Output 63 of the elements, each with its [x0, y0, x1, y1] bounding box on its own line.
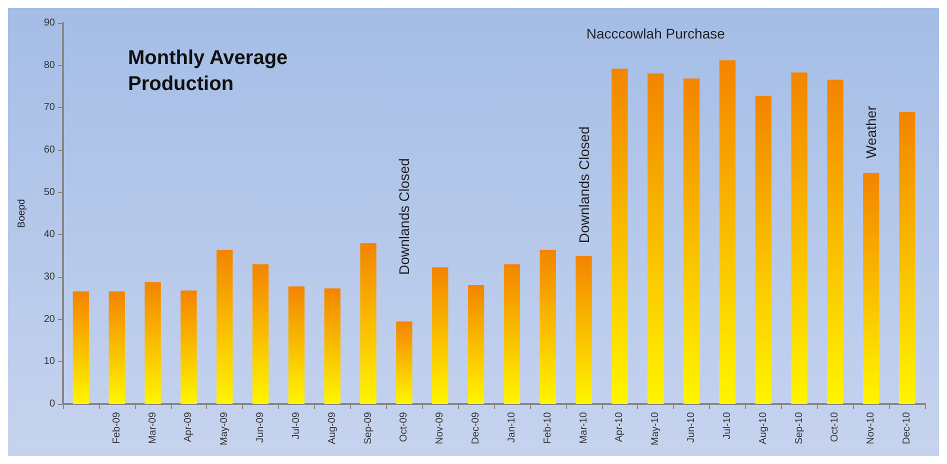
y-tick-label: 10	[44, 356, 56, 368]
bar	[252, 264, 269, 404]
y-tick-label: 20	[44, 314, 56, 325]
bar	[898, 112, 916, 404]
x-tick-label: Feb-10	[542, 412, 554, 444]
x-tick-label: Sep-09	[362, 412, 374, 444]
x-tick-label: Mar-10	[578, 412, 590, 444]
y-tick-label: 70	[44, 102, 56, 114]
bar	[324, 288, 340, 404]
x-tick-label: Apr-09	[183, 412, 194, 442]
bar	[144, 282, 161, 404]
x-tick-label: May-10	[650, 412, 662, 446]
bar	[863, 172, 880, 404]
bar	[576, 256, 592, 404]
annotation: Weather	[863, 105, 880, 158]
bar	[755, 96, 772, 404]
x-tick-label: Jul-09	[290, 412, 302, 440]
bar	[648, 73, 664, 404]
y-tick-label: 0	[49, 398, 56, 410]
bar	[396, 321, 412, 404]
bar	[683, 78, 700, 404]
bar	[288, 286, 305, 404]
x-tick-label: Aug-10	[758, 412, 769, 444]
bar	[504, 264, 520, 404]
x-tick-label: Jun-10	[686, 412, 698, 443]
y-tick-label: 30	[44, 272, 56, 282]
text: Monthly Average Production	[128, 47, 294, 95]
y-tick-label: 90	[44, 18, 56, 28]
x-tick-label: Jun-09	[255, 412, 266, 443]
bar	[719, 60, 736, 404]
bar	[216, 250, 233, 404]
bar	[468, 285, 484, 404]
x-tick-label: Oct-10	[830, 412, 841, 442]
x-tick-label: Dec-09	[470, 412, 482, 444]
y-tick-label: 50	[44, 186, 56, 198]
bar	[827, 80, 844, 404]
bar	[360, 243, 376, 404]
x-tick-label: Feb-09	[111, 412, 122, 444]
x-tick-label: Jan-10	[506, 412, 518, 443]
x-tick-label: Aug-09	[326, 412, 338, 444]
x-tick-label: Dec-10	[902, 412, 913, 444]
y-tick-label: 40	[44, 229, 56, 240]
x-tick-label: May-09	[219, 412, 230, 446]
y-tick-label: 60	[44, 144, 56, 156]
bar	[612, 68, 628, 404]
x-tick-label: Nov-10	[866, 412, 877, 444]
x-tick-label: Sep-10	[794, 412, 805, 444]
annotation: Downlands Closed	[576, 126, 592, 244]
bar	[432, 267, 448, 404]
x-tick-label: Apr-10	[614, 412, 626, 442]
y-tick-label: 80	[44, 60, 56, 71]
bar	[540, 250, 556, 404]
bar	[108, 291, 125, 404]
annotation: Nacccowlah Purchase	[586, 26, 726, 42]
x-tick-label: Nov-09	[434, 412, 446, 444]
bar	[72, 291, 90, 404]
x-tick-label: Mar-09	[147, 412, 158, 444]
annotation: Downlands Closed	[396, 158, 412, 275]
y-axis-title: Boepd	[16, 199, 28, 228]
x-tick-label: Oct-09	[398, 412, 410, 442]
bar	[180, 290, 197, 404]
bar	[791, 72, 808, 404]
x-tick-label: Jul-10	[722, 412, 733, 440]
